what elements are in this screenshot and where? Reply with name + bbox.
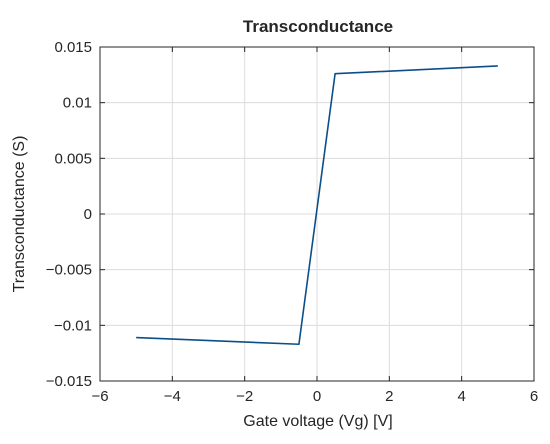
x-tick-label: 0 [313,388,321,405]
y-tick-label: 0.005 [54,150,92,167]
y-tick-label: 0.01 [63,95,92,112]
x-tick-label: 6 [530,388,538,405]
y-tick-label: 0 [84,206,92,223]
x-axis-label: Gate voltage (Vg) [V] [243,413,392,430]
axis-ticks [99,46,535,382]
x-tick-label: −2 [236,388,253,405]
x-tick-label: 2 [385,388,393,405]
chart-title: Transconductance [243,17,393,36]
y-tick-label: −0.015 [46,373,92,390]
x-tick-label: 4 [457,388,465,405]
y-tick-labels: −0.015 −0.01 −0.005 0 0.005 0.01 0.015 [46,39,92,390]
y-tick-label: −0.01 [54,317,92,334]
y-tick-label: −0.005 [46,262,92,279]
x-tick-labels: −6 −4 −2 0 2 4 6 [91,388,538,405]
y-tick-label: 0.015 [54,39,92,56]
x-tick-label: −6 [91,388,108,405]
series-layer [136,65,498,346]
series-line [136,65,498,346]
x-tick-label: −4 [164,388,181,405]
y-axis-label: Transconductance (S) [11,136,28,293]
